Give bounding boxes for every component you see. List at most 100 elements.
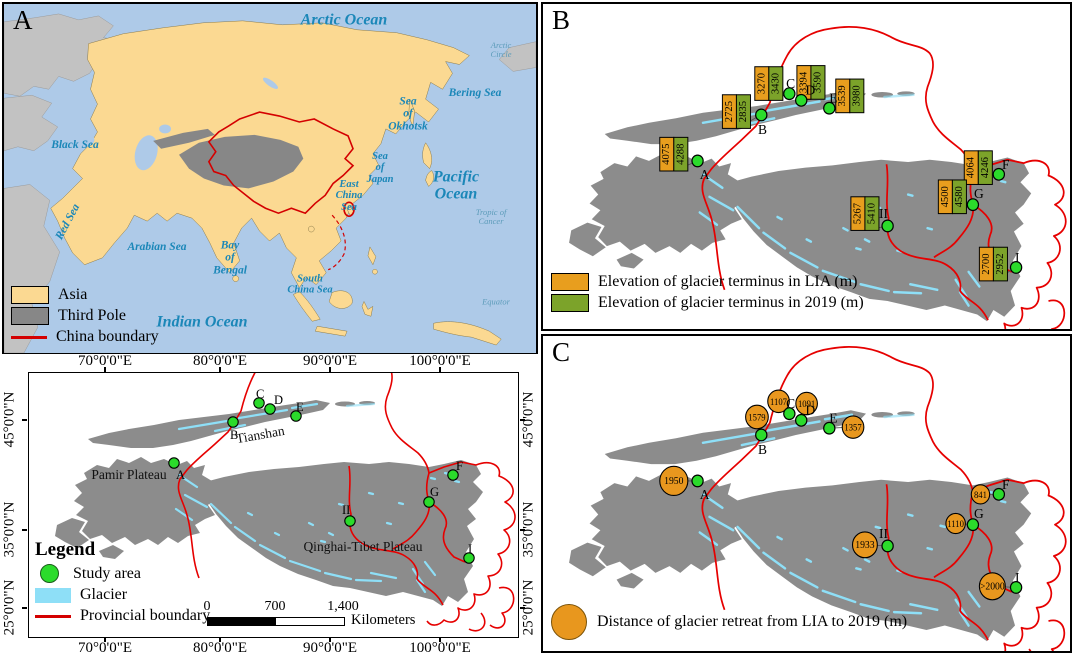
sea-label: Indian Ocean bbox=[156, 313, 248, 331]
study-area-point[interactable] bbox=[447, 469, 459, 481]
elevation-2019-value: 2952 bbox=[995, 253, 1006, 274]
retreat-distance-circle bbox=[795, 391, 818, 416]
study-area-letter: II bbox=[342, 503, 350, 517]
panel-study-area-map: 70°0'0"E 70°0'0"E 80°0'0"E 80°0'0"E 90°0'0"E… bbox=[0, 354, 541, 655]
asia-swatch bbox=[11, 286, 49, 304]
study-area-point[interactable] bbox=[691, 474, 704, 488]
study-area-point[interactable] bbox=[344, 515, 356, 527]
retreat-distance-circle bbox=[767, 389, 790, 414]
study-area-point[interactable] bbox=[966, 518, 980, 532]
axis-tick bbox=[439, 367, 441, 372]
axis-tick bbox=[329, 367, 331, 372]
axis-label: 80°0'0"E bbox=[193, 353, 247, 369]
study-area-point[interactable] bbox=[823, 101, 836, 115]
study-area-point[interactable] bbox=[691, 154, 704, 168]
study-area-letter: E bbox=[296, 400, 304, 414]
study-area-point[interactable] bbox=[1009, 260, 1023, 274]
axis-tick bbox=[22, 529, 27, 531]
elevation-2019-box bbox=[951, 179, 967, 215]
elevation-2019-box bbox=[768, 66, 784, 101]
study-area-letter: D bbox=[806, 403, 816, 418]
elevation-2019-value: 3980 bbox=[851, 85, 862, 106]
study-area-point[interactable] bbox=[992, 167, 1006, 181]
retreat-distance-circle bbox=[970, 484, 991, 505]
study-area-point[interactable] bbox=[755, 108, 768, 122]
lia-elevation-swatch bbox=[551, 273, 589, 291]
study-area-point[interactable] bbox=[783, 87, 796, 101]
study-area-letter: C bbox=[786, 396, 795, 411]
study-area-point[interactable] bbox=[253, 397, 265, 409]
axis-label: 45°0'0"N bbox=[520, 391, 537, 448]
study-area-letter: F bbox=[1002, 477, 1010, 492]
retreat-distance-circle bbox=[745, 404, 769, 430]
retreat-distance-value: 1091 bbox=[798, 399, 815, 409]
elevation-2019-value: 4246 bbox=[980, 157, 991, 178]
legend-title: Legend bbox=[35, 539, 96, 560]
study-area-point[interactable] bbox=[795, 93, 808, 107]
sea-label: Tropic of Cancer bbox=[475, 206, 507, 226]
study-area-point[interactable] bbox=[1009, 580, 1023, 594]
study-area-point[interactable] bbox=[783, 407, 796, 421]
retreat-distance-value: 1933 bbox=[855, 540, 874, 551]
elevation-2019-box bbox=[673, 136, 689, 172]
elevation-2019-value: 2835 bbox=[738, 101, 749, 122]
lia-elevation-value: 4064 bbox=[966, 156, 977, 178]
retreat-distance-value: 1110 bbox=[947, 519, 964, 529]
china-boundary-swatch bbox=[11, 335, 47, 339]
axis-tick bbox=[22, 607, 27, 609]
retreat-distance-circle bbox=[851, 531, 878, 559]
legend-item-glacier: Glacier bbox=[35, 586, 210, 604]
study-area-letter: A bbox=[700, 487, 710, 502]
study-area-letter: C bbox=[256, 387, 264, 401]
study-area-point[interactable] bbox=[881, 219, 894, 233]
study-area-point[interactable] bbox=[992, 487, 1006, 501]
sea-label: Equator bbox=[482, 296, 510, 307]
panel-b-legend: Elevation of glacier terminus in LIA (m)… bbox=[551, 270, 864, 315]
sea-label: Arctic Ocean bbox=[300, 11, 388, 29]
elevation-2019-box bbox=[849, 78, 865, 114]
study-area-point[interactable] bbox=[823, 421, 836, 435]
region-label: Pamir Plateau bbox=[91, 467, 167, 482]
study-area-letter: II bbox=[879, 526, 888, 541]
axis-label: 100°0'0"E bbox=[409, 353, 471, 369]
study-area-point[interactable] bbox=[966, 198, 980, 212]
legend-item-study-area: Study area bbox=[35, 564, 210, 583]
study-area-point[interactable] bbox=[881, 539, 894, 553]
study-area-point[interactable] bbox=[264, 403, 276, 415]
elevation-2019-value: 3430 bbox=[770, 73, 781, 94]
study-area-point[interactable] bbox=[423, 496, 435, 508]
study-area-point[interactable] bbox=[755, 428, 768, 442]
panel-a: Arctic Ocean Arctic Circle Bering Sea Sea o… bbox=[2, 2, 538, 355]
study-area-letter: A bbox=[176, 468, 185, 482]
study-area-point[interactable] bbox=[463, 552, 475, 564]
study-area-letter: G bbox=[974, 506, 984, 521]
elevation-2019-box bbox=[977, 150, 993, 185]
study-area-swatch bbox=[40, 564, 59, 583]
elevation-2019-box bbox=[735, 94, 751, 129]
axis-label: 25°0'0"N bbox=[520, 579, 537, 636]
study-area-point[interactable] bbox=[795, 413, 808, 427]
study-area-letter: G bbox=[974, 186, 984, 201]
axis-label: 90°0'0"E bbox=[303, 353, 357, 369]
axis-label: 100°0'0"E bbox=[409, 640, 471, 655]
study-area-point[interactable] bbox=[168, 457, 180, 469]
elevation-2019-box bbox=[992, 246, 1008, 282]
study-area-letter: C bbox=[786, 76, 795, 91]
panel-c: 1950 A 1579 B 1107 C 1091 D 1357 E 841 F 1110 G 1933 II… bbox=[541, 334, 1072, 653]
study-area-point[interactable] bbox=[227, 416, 239, 428]
retreat-distance-value: 841 bbox=[974, 490, 987, 500]
lia-elevation-value: 4075 bbox=[661, 144, 672, 165]
study-area-point[interactable] bbox=[290, 410, 302, 422]
retreat-distance-value: >2000 bbox=[980, 581, 1005, 592]
lia-elevation-value: 2700 bbox=[981, 253, 992, 274]
legend-item-asia: Asia bbox=[11, 286, 159, 304]
retreat-distance-value: 1107 bbox=[770, 397, 788, 407]
panel-b: 4075 4288 A 2725 2835 B 3270 3430 C 3394 3590 D 3539… bbox=[541, 2, 1072, 331]
study-area-letter: E bbox=[829, 90, 837, 105]
